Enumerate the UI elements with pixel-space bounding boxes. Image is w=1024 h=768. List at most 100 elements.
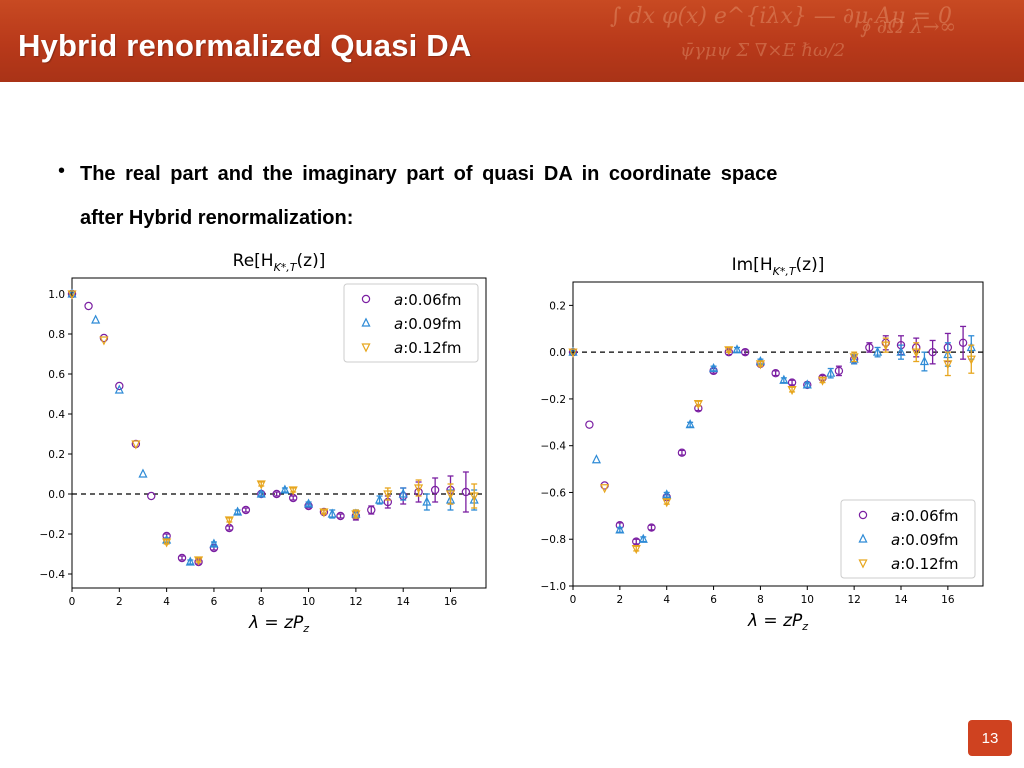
data-point xyxy=(873,346,883,356)
data-point xyxy=(327,508,337,518)
x-tick-label: 14 xyxy=(397,596,411,608)
real-part-chart: Re[HK*,T(z)] 0 2 4 6 8 10 12 14 16 −0.4 −0.2 0.0 0.2 0… xyxy=(40,251,487,635)
data-point xyxy=(367,505,376,515)
data-point xyxy=(881,341,891,351)
y-tick-label: −0.4 xyxy=(40,569,66,581)
series-2 xyxy=(67,290,479,566)
x-tick-label: 14 xyxy=(894,594,908,606)
data-point xyxy=(740,347,750,357)
data-point xyxy=(256,480,266,490)
data-point xyxy=(224,516,234,526)
bullet-marker: • xyxy=(58,160,66,182)
data-point xyxy=(732,344,742,354)
data-point xyxy=(858,510,868,520)
data-point xyxy=(115,381,124,391)
legend: a:0.06fm a:0.09fm a:0.12fm xyxy=(343,283,479,363)
x-tick-label: 6 xyxy=(710,594,717,606)
legend-entry: a:0.12fm xyxy=(394,339,462,357)
data-point xyxy=(138,468,148,478)
legend-box xyxy=(840,499,976,579)
y-tick-label: −0.2 xyxy=(541,394,567,406)
data-point xyxy=(162,538,172,548)
legend-entry: a:0.09fm xyxy=(891,531,959,549)
data-point xyxy=(771,368,780,378)
y-tick-label: 1.0 xyxy=(48,289,65,301)
data-point xyxy=(256,488,266,498)
header-decoration: ∮ ∂Ω λ→∞ xyxy=(860,14,957,38)
y-tick-label: 0.6 xyxy=(48,369,65,381)
header-decoration: ψ̄γμψ Σ ∇×E ℏω/2 xyxy=(680,40,846,61)
data-point xyxy=(469,492,479,502)
legend-entry: a:0.09fm xyxy=(394,315,462,333)
data-point xyxy=(966,355,976,365)
y-tick-label: 0.2 xyxy=(549,300,566,312)
y-tick-label: −0.2 xyxy=(40,529,66,541)
data-point xyxy=(193,556,204,566)
data-point xyxy=(928,347,937,357)
data-point xyxy=(131,440,141,450)
x-axis-label: λ = zPz xyxy=(747,611,808,633)
data-point xyxy=(585,420,594,429)
chart-title: Im[HK*,T(z)] xyxy=(732,255,825,278)
data-point xyxy=(361,294,371,304)
y-tick-label: 0.8 xyxy=(48,329,65,341)
data-point xyxy=(114,384,124,394)
data-point xyxy=(430,485,440,495)
legend: a:0.06fm a:0.09fm a:0.12fm xyxy=(840,499,976,579)
data-point xyxy=(304,498,314,508)
legend-box xyxy=(343,283,479,363)
data-point xyxy=(600,484,610,494)
data-point xyxy=(662,498,672,508)
data-point xyxy=(209,538,219,548)
slide-header: ∫ dx φ(x) e^{iλx} — ∂μ Aμ = 0 ψ̄γμψ Σ ∇×… xyxy=(0,0,1024,82)
data-point xyxy=(398,488,408,498)
x-tick-label: 4 xyxy=(663,594,670,606)
y-tick-label: 0.4 xyxy=(48,409,65,421)
data-point xyxy=(374,494,385,504)
x-tick-label: 4 xyxy=(163,596,170,608)
imaginary-part-chart: Im[HK*,T(z)] 0 2 4 6 8 10 12 14 16 −1.0 −0.8 −0.6 −0.… xyxy=(541,255,984,633)
legend-entry: a:0.06fm xyxy=(394,291,462,309)
y-tick-label: 0.0 xyxy=(48,489,65,501)
data-point xyxy=(779,374,789,384)
data-point xyxy=(858,533,868,543)
x-tick-label: 16 xyxy=(444,596,458,608)
header-decoration: ∫ dx φ(x) e^{iλx} — ∂μ Aμ = 0 xyxy=(610,4,952,29)
data-point xyxy=(241,505,251,515)
slide-title: Hybrid renormalized Quasi DA xyxy=(18,28,472,63)
data-point xyxy=(834,366,844,376)
y-tick-label: 0.0 xyxy=(549,347,566,359)
data-point xyxy=(958,338,968,348)
data-point xyxy=(755,360,765,370)
y-tick-label: −0.8 xyxy=(541,534,567,546)
data-point xyxy=(911,348,921,358)
data-point xyxy=(319,508,329,518)
data-point xyxy=(445,490,456,500)
x-tick-label: 12 xyxy=(847,594,860,606)
data-point xyxy=(568,348,578,358)
legend-entry: a:0.06fm xyxy=(891,507,959,525)
data-point xyxy=(414,484,424,494)
data-point xyxy=(361,317,371,327)
x-tick-label: 0 xyxy=(69,596,76,608)
page-number-badge: 13 xyxy=(968,720,1012,756)
data-point xyxy=(84,301,93,311)
data-point xyxy=(280,484,290,494)
data-point xyxy=(802,379,812,389)
data-point xyxy=(817,376,828,386)
data-point xyxy=(677,448,687,457)
bullet-text-continuation: after Hybrid renormalization: xyxy=(80,207,354,229)
x-tick-label: 12 xyxy=(349,596,362,608)
x-axis-label: λ = zPz xyxy=(248,613,309,635)
x-tick-label: 16 xyxy=(941,594,955,606)
data-point xyxy=(787,385,797,396)
x-tick-label: 10 xyxy=(801,594,814,606)
data-point xyxy=(638,533,648,543)
data-point xyxy=(865,343,874,352)
data-point xyxy=(631,544,641,555)
x-tick-label: 2 xyxy=(116,596,123,608)
data-point xyxy=(461,487,471,497)
data-point xyxy=(351,510,361,520)
data-point xyxy=(943,360,953,370)
data-point xyxy=(693,400,703,410)
